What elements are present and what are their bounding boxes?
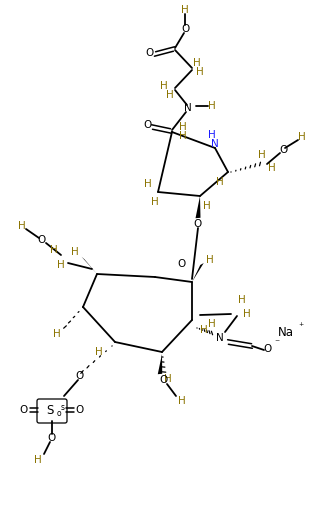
Text: H: H	[50, 245, 58, 255]
Text: o: o	[57, 409, 61, 417]
Text: H: H	[203, 201, 211, 211]
Text: s: s	[61, 402, 65, 411]
Text: O: O	[146, 48, 154, 58]
FancyBboxPatch shape	[37, 399, 67, 423]
Text: H: H	[179, 131, 187, 141]
Text: N: N	[211, 139, 219, 149]
Text: O: O	[279, 145, 287, 155]
Polygon shape	[192, 263, 204, 282]
Text: O: O	[76, 371, 84, 381]
Text: H: H	[57, 260, 65, 270]
Text: O: O	[264, 344, 272, 354]
Text: H: H	[95, 347, 103, 357]
Text: H: H	[268, 163, 276, 173]
Text: H: H	[196, 67, 204, 77]
Text: H: H	[178, 396, 186, 406]
Text: H: H	[144, 179, 152, 189]
Polygon shape	[158, 354, 162, 374]
Text: H: H	[243, 309, 251, 319]
Text: O: O	[194, 219, 202, 229]
Text: ⁺: ⁺	[298, 322, 304, 332]
Polygon shape	[196, 196, 200, 218]
Text: H: H	[166, 90, 174, 100]
Text: H: H	[71, 247, 79, 257]
Text: N: N	[184, 103, 192, 113]
Text: H: H	[193, 58, 201, 68]
Text: H: H	[216, 177, 224, 187]
Text: H: H	[179, 122, 187, 132]
Text: H: H	[200, 325, 208, 335]
Text: ⁻: ⁻	[274, 338, 280, 348]
Text: O: O	[181, 24, 189, 34]
Text: O: O	[160, 375, 168, 385]
Text: O: O	[48, 433, 56, 443]
Text: H: H	[208, 130, 216, 140]
Text: H: H	[18, 221, 26, 231]
Text: H: H	[238, 295, 246, 305]
Text: O: O	[143, 120, 151, 130]
Text: H: H	[206, 255, 214, 265]
Text: H: H	[34, 455, 42, 465]
Text: H: H	[258, 150, 266, 160]
Text: O: O	[37, 235, 45, 245]
Text: O: O	[76, 405, 84, 415]
Text: H: H	[53, 329, 61, 339]
Text: H: H	[151, 197, 159, 207]
Text: H: H	[208, 319, 216, 329]
Text: H: H	[298, 132, 306, 142]
Text: Na: Na	[278, 326, 294, 338]
Text: O: O	[20, 405, 28, 415]
Text: H: H	[181, 5, 189, 15]
Text: H: H	[164, 374, 172, 384]
Text: N: N	[216, 333, 224, 343]
Text: H: H	[208, 101, 216, 111]
Polygon shape	[81, 256, 97, 274]
Text: H: H	[160, 81, 168, 91]
Text: O: O	[178, 259, 186, 269]
Text: S: S	[46, 404, 54, 416]
Polygon shape	[170, 131, 174, 132]
